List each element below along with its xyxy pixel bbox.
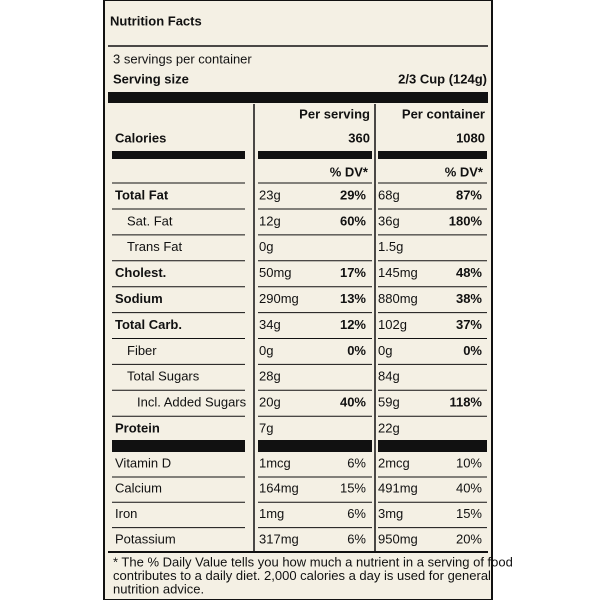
nutrient-name: Total Sugars: [127, 369, 200, 384]
dv-header: % DV*: [445, 164, 484, 179]
daily-value: 38%: [456, 291, 482, 306]
amount: 1mg: [259, 506, 284, 521]
amount: 50mg: [259, 265, 292, 280]
dv-header: % DV*: [330, 164, 369, 179]
serving-size-label: Serving size: [113, 71, 189, 86]
nutrient-name: Incl. Added Sugars: [137, 395, 247, 410]
daily-value: 40%: [456, 481, 482, 496]
thick-bar: [112, 151, 245, 159]
amount: 12g: [259, 213, 281, 228]
thick-bar: [258, 151, 372, 159]
amount: 3mg: [378, 506, 403, 521]
amount: 36g: [378, 213, 400, 228]
daily-value: 180%: [449, 213, 483, 228]
daily-value: 37%: [456, 317, 482, 332]
amount: 0g: [378, 343, 392, 358]
daily-value: 0%: [347, 343, 366, 358]
amount: 1mcg: [259, 455, 291, 470]
daily-value: 10%: [456, 455, 482, 470]
daily-value: 20%: [456, 531, 482, 546]
calories-value: 360: [348, 130, 370, 145]
daily-value: 15%: [456, 506, 482, 521]
footnote: * The % Daily Value tells you how much a…: [113, 554, 513, 569]
title: Nutrition Facts: [110, 13, 202, 28]
calories-value: 1080: [456, 130, 485, 145]
amount: 0g: [259, 343, 273, 358]
footnote: nutrition advice.: [113, 581, 204, 596]
amount: 290mg: [259, 291, 299, 306]
column-header: Per container: [402, 106, 485, 121]
amount: 34g: [259, 317, 281, 332]
serving-size-value: 2/3 Cup (124g): [398, 71, 487, 86]
nutrient-name: Iron: [115, 506, 137, 521]
nutrient-name: Calcium: [115, 481, 162, 496]
daily-value: 0%: [463, 343, 482, 358]
nutrient-name: Vitamin D: [115, 455, 171, 470]
daily-value: 118%: [449, 395, 482, 410]
amount: 84g: [378, 369, 400, 384]
nutrient-name: Potassium: [115, 531, 176, 546]
daily-value: 6%: [347, 455, 366, 470]
daily-value: 13%: [340, 291, 366, 306]
nutrient-name: Total Fat: [115, 187, 169, 202]
amount: 59g: [378, 395, 400, 410]
amount: 68g: [378, 187, 400, 202]
nutrient-name: Trans Fat: [127, 239, 183, 254]
nutrient-name: Cholest.: [115, 265, 166, 280]
footnote: contributes to a daily diet. 2,000 calor…: [113, 568, 491, 583]
thick-bar: [378, 440, 487, 452]
amount: 950mg: [378, 531, 418, 546]
amount: 2mcg: [378, 455, 410, 470]
amount: 7g: [259, 421, 273, 436]
thick-bar: [378, 151, 487, 159]
daily-value: 6%: [347, 531, 366, 546]
nutrient-name: Protein: [115, 421, 160, 436]
thick-bar: [108, 92, 488, 103]
amount: 102g: [378, 317, 407, 332]
calories-label: Calories: [115, 130, 166, 145]
amount: 1.5g: [378, 239, 403, 254]
daily-value: 15%: [340, 481, 366, 496]
amount: 317mg: [259, 531, 299, 546]
daily-value: 60%: [340, 213, 366, 228]
nutrient-name: Sodium: [115, 291, 163, 306]
daily-value: 6%: [347, 506, 366, 521]
thick-bar: [258, 440, 372, 452]
amount: 20g: [259, 395, 281, 410]
daily-value: 17%: [340, 265, 366, 280]
daily-value: 12%: [340, 317, 366, 332]
daily-value: 87%: [456, 187, 482, 202]
amount: 164mg: [259, 481, 299, 496]
daily-value: 48%: [456, 265, 482, 280]
amount: 0g: [259, 239, 273, 254]
amount: 145mg: [378, 265, 418, 280]
column-header: Per serving: [299, 106, 370, 121]
nutrient-name: Fiber: [127, 343, 157, 358]
amount: 22g: [378, 421, 400, 436]
nutrient-name: Total Carb.: [115, 317, 182, 332]
thick-bar: [112, 440, 245, 452]
nutrient-name: Sat. Fat: [127, 213, 173, 228]
servings: 3 servings per container: [113, 51, 252, 66]
amount: 23g: [259, 187, 281, 202]
amount: 491mg: [378, 481, 418, 496]
daily-value: 40%: [340, 395, 366, 410]
amount: 28g: [259, 369, 281, 384]
daily-value: 29%: [340, 187, 366, 202]
amount: 880mg: [378, 291, 418, 306]
